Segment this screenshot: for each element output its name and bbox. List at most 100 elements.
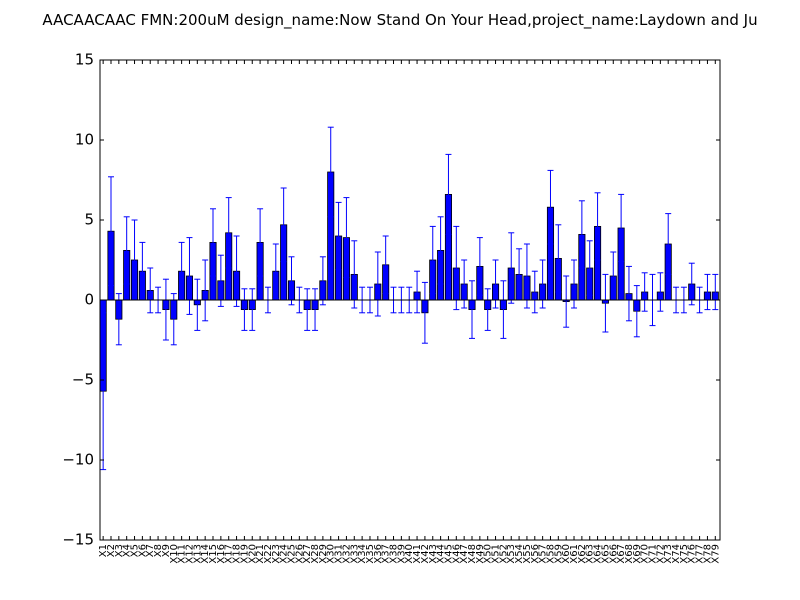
x-tick-label: X40 [404,544,415,564]
error-bar-X31 [335,201,342,271]
error-bar-X7 [147,267,154,314]
x-tick-label: X20 [247,544,258,564]
x-tick-label: X50 [483,544,494,564]
x-tick-label: X7 [145,544,156,557]
x-tick-label: X47 [459,544,470,564]
y-tick-label: 5 [84,211,94,229]
x-tick-label: X6 [137,544,148,557]
y-axis: −15 −10 −5 0 5 10 15 [62,51,720,549]
x-tick-label: X65 [600,544,611,564]
x-tick-label: X36 [373,544,384,564]
error-bar-X37 [382,235,389,295]
error-bar-X14 [202,259,209,322]
error-bar-X58 [547,169,554,245]
error-bar-X55 [523,243,530,309]
error-bar-X79 [712,273,719,311]
error-bar-X27 [304,288,311,331]
x-tick-label: X53 [506,544,517,564]
x-tick-label: X51 [491,544,502,564]
error-bar-X24 [280,187,287,263]
x-tick-label: X2 [106,544,117,557]
error-bar-X12 [186,237,193,315]
error-bar-X17 [225,197,232,269]
x-tick-label: X44 [436,544,447,564]
error-bar-X64 [594,192,601,261]
chart-title: AACAACAAC FMN:200uM design_name:Now Stan… [42,11,757,30]
x-tick-label: X28 [310,544,321,564]
x-tick-label: X24 [279,544,290,564]
x-tick-label: X66 [608,544,619,564]
x-tick-label: X72 [655,544,666,564]
error-bar-X52 [500,280,507,339]
error-bar-X70 [641,272,648,312]
error-bar-X13 [194,278,201,331]
error-bar-X49 [476,237,483,296]
x-tick-label: X14 [200,544,211,564]
error-bar-X30 [327,126,334,218]
x-tick-label: X43 [428,544,439,564]
error-bar-X69 [633,285,640,338]
x-tick-label: X63 [585,544,596,564]
x-tick-label: X9 [161,544,172,557]
y-tick-label: −15 [62,531,94,549]
y-tick-label: 15 [75,51,94,69]
error-bar-X63 [586,240,593,296]
x-tick-label: X25 [286,544,297,564]
y-tick-label: −10 [62,451,94,469]
x-tick-label: X41 [412,544,423,564]
x-tick-label: X4 [122,544,133,557]
error-bar-X76 [688,262,695,306]
x-tick-label: X1 [98,544,109,557]
x-tick-label: X13 [192,544,203,564]
x-tick-label: X35 [365,544,376,564]
error-bar-X46 [453,225,460,311]
error-bar-X45 [445,153,452,235]
x-tick-label: X69 [632,544,643,564]
x-tick-label: X22 [263,544,274,564]
error-bar-X21 [257,208,264,277]
x-tick-label: X62 [577,544,588,564]
error-bars [100,126,719,471]
x-tick-label: X49 [475,544,486,564]
x-tick-label: X60 [561,544,572,564]
error-bar-X59 [555,224,562,293]
error-bar-X25 [288,256,295,306]
error-bar-X29 [319,256,326,306]
error-bar-X72 [657,272,664,312]
x-tick-label: X27 [302,544,313,564]
x-tick-label: X58 [545,544,556,564]
x-tick-label: X18 [232,544,243,564]
x-tick-label: X79 [710,544,721,564]
x-tick-label: X73 [663,544,674,564]
x-tick-label: X48 [467,544,478,564]
error-bar-X43 [429,225,436,295]
x-tick-label: X30 [326,544,337,564]
x-tick-label: X8 [153,544,164,557]
x-tick-label: X57 [538,544,549,564]
x-tick-label: X54 [514,544,525,564]
error-bar-X32 [343,197,350,279]
error-bar-X73 [665,213,672,275]
x-tick-label: X42 [420,544,431,564]
y-tick-label: 10 [75,131,94,149]
error-bar-X16 [217,254,224,307]
x-tick-label: X3 [114,544,125,557]
x-tick-label: X19 [239,544,250,564]
error-bar-X10 [170,293,177,346]
error-bar-X19 [241,288,248,331]
x-tick-label: X71 [648,544,659,564]
error-bar-X60 [563,275,570,328]
error-bar-X42 [421,281,428,344]
x-tick-label: X33 [349,544,360,564]
x-tick-label: X77 [695,544,706,564]
x-tick-label: X26 [294,544,305,564]
error-bar-X23 [272,243,279,299]
x-tick-label: X64 [593,544,604,564]
error-bar-X62 [578,200,585,269]
x-tick-label: X5 [130,544,141,557]
x-tick-label: X34 [357,544,368,564]
x-tick-label: X39 [396,544,407,564]
error-bar-X56 [531,270,538,314]
error-bar-X68 [625,265,632,322]
error-bar-X65 [602,273,609,333]
